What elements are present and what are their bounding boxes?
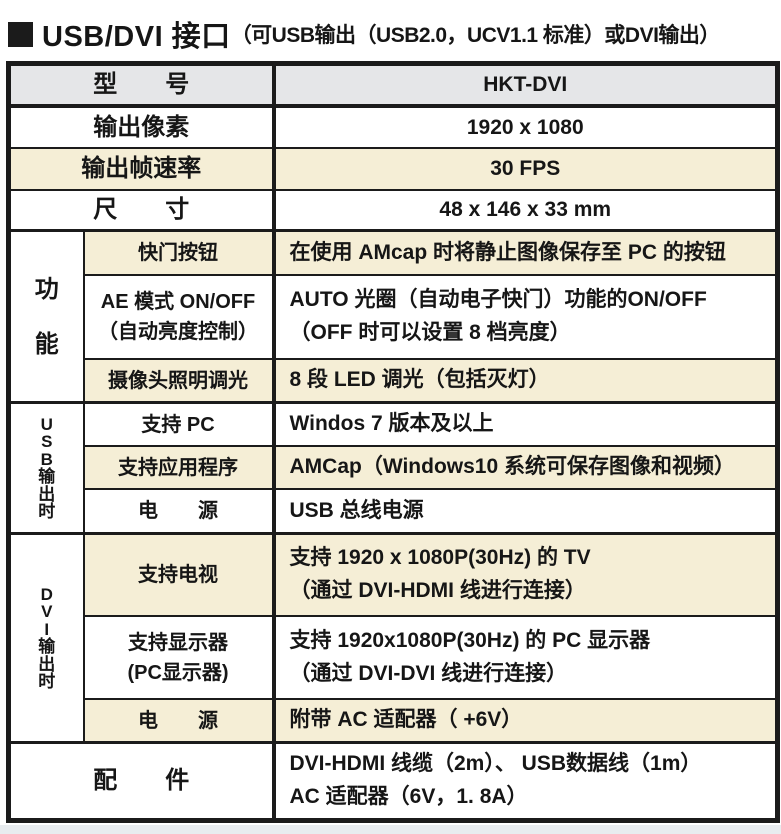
accessories-value: DVI-HDMI 线缆（2m）、 USB数据线（1m） AC 适配器（6V，1.… — [271, 741, 779, 822]
illumination-label: 摄像头照明调光 — [82, 358, 275, 404]
row-usb-app: 支持应用程序 AMCap（Windows10 系统可保存图像和视频） — [9, 445, 779, 490]
shutter-label: 快门按钮 — [82, 229, 275, 276]
dvi-power-value: 附带 AC 适配器（ +6V） — [271, 698, 779, 744]
dvi-power-label: 电 源 — [82, 698, 275, 744]
dimensions-value: 48 x 146 x 33 mm — [271, 189, 779, 232]
output-framerate-label: 输出帧速率 — [7, 147, 275, 191]
bottom-edge-strip — [0, 825, 781, 834]
function-section-label: 功 能 — [7, 229, 85, 404]
row-output-framerate: 输出帧速率 30 FPS — [7, 147, 779, 191]
row-model: 型 号 HKT-DVI — [7, 62, 779, 108]
illumination-value: 8 段 LED 调光（包括灭灯） — [271, 358, 779, 404]
row-dvi-power: 电 源 附带 AC 适配器（ +6V） — [9, 698, 779, 744]
row-dvi-monitor: 支持显示器 (PC显示器) 支持 1920x1080P(30Hz) 的 PC 显… — [9, 615, 779, 700]
dimensions-label: 尺 寸 — [7, 189, 275, 232]
usb-power-label: 电 源 — [82, 488, 275, 535]
dvi-tv-label: 支持电视 — [82, 532, 275, 617]
usb-pc-value: Windos 7 版本及以上 — [271, 401, 779, 447]
row-usb-power: 电 源 USB 总线电源 — [9, 488, 779, 535]
dvi-monitor-label: 支持显示器 (PC显示器) — [82, 615, 275, 700]
page-title-main: USB/DVI 接口 — [42, 21, 231, 53]
ae-mode-value: AUTO 光圈（自动电子快门）功能的ON/OFF （OFF 时可以设置 8 档亮… — [271, 274, 779, 360]
row-output-pixels: 输出像素 1920 x 1080 — [7, 105, 779, 149]
output-pixels-label: 输出像素 — [7, 105, 275, 149]
usb-app-label: 支持应用程序 — [82, 445, 275, 490]
model-value: HKT-DVI — [271, 62, 779, 108]
spec-table: 型 号 HKT-DVI 输出像素 1920 x 1080 输出帧速率 30 FP… — [6, 61, 780, 823]
row-usb-pc: U S B 输 出 时 支持 PC Windos 7 版本及以上 — [7, 401, 779, 535]
accessories-label: 配 件 — [7, 741, 275, 822]
shutter-value: 在使用 AMcap 时将静止图像保存至 PC 的按钮 — [271, 229, 779, 276]
usb-power-value: USB 总线电源 — [271, 488, 779, 535]
output-pixels-value: 1920 x 1080 — [271, 105, 779, 149]
row-accessories: 配 件 DVI-HDMI 线缆（2m）、 USB数据线（1m） AC 适配器（6… — [7, 741, 779, 822]
row-function-illumination: 摄像头照明调光 8 段 LED 调光（包括灭灯） — [9, 358, 779, 404]
output-framerate-value: 30 FPS — [271, 147, 779, 191]
row-function-ae-mode: AE 模式 ON/OFF （自动亮度控制） AUTO 光圈（自动电子快门）功能的… — [9, 274, 779, 360]
model-label: 型 号 — [7, 62, 275, 108]
row-function-shutter: 功 能 快门按钮 在使用 AMcap 时将静止图像保存至 PC 的按钮 — [7, 229, 779, 404]
row-dvi-tv: D V I 输 出 时 支持电视 支持 1920 x 1080P(30Hz) 的… — [7, 532, 779, 744]
row-dimensions: 尺 寸 48 x 146 x 33 mm — [7, 189, 779, 232]
usb-pc-label: 支持 PC — [82, 401, 275, 447]
dvi-tv-value: 支持 1920 x 1080P(30Hz) 的 TV （通过 DVI-HDMI … — [271, 532, 779, 617]
page-title: USB/DVI 接口 （可USB输出（USB2.0，UCV1.1 标准）或DVI… — [0, 0, 781, 61]
ae-mode-label: AE 模式 ON/OFF （自动亮度控制） — [82, 274, 275, 360]
dvi-monitor-value: 支持 1920x1080P(30Hz) 的 PC 显示器 （通过 DVI-DVI… — [271, 615, 779, 700]
dvi-section-label: D V I 输 出 时 — [7, 532, 85, 744]
usb-section-label: U S B 输 出 时 — [7, 401, 85, 535]
usb-app-value: AMCap（Windows10 系统可保存图像和视频） — [271, 445, 779, 490]
black-square-bullet-icon — [8, 21, 33, 47]
page-title-sub: （可USB输出（USB2.0，UCV1.1 标准）或DVI输出） — [230, 24, 721, 47]
